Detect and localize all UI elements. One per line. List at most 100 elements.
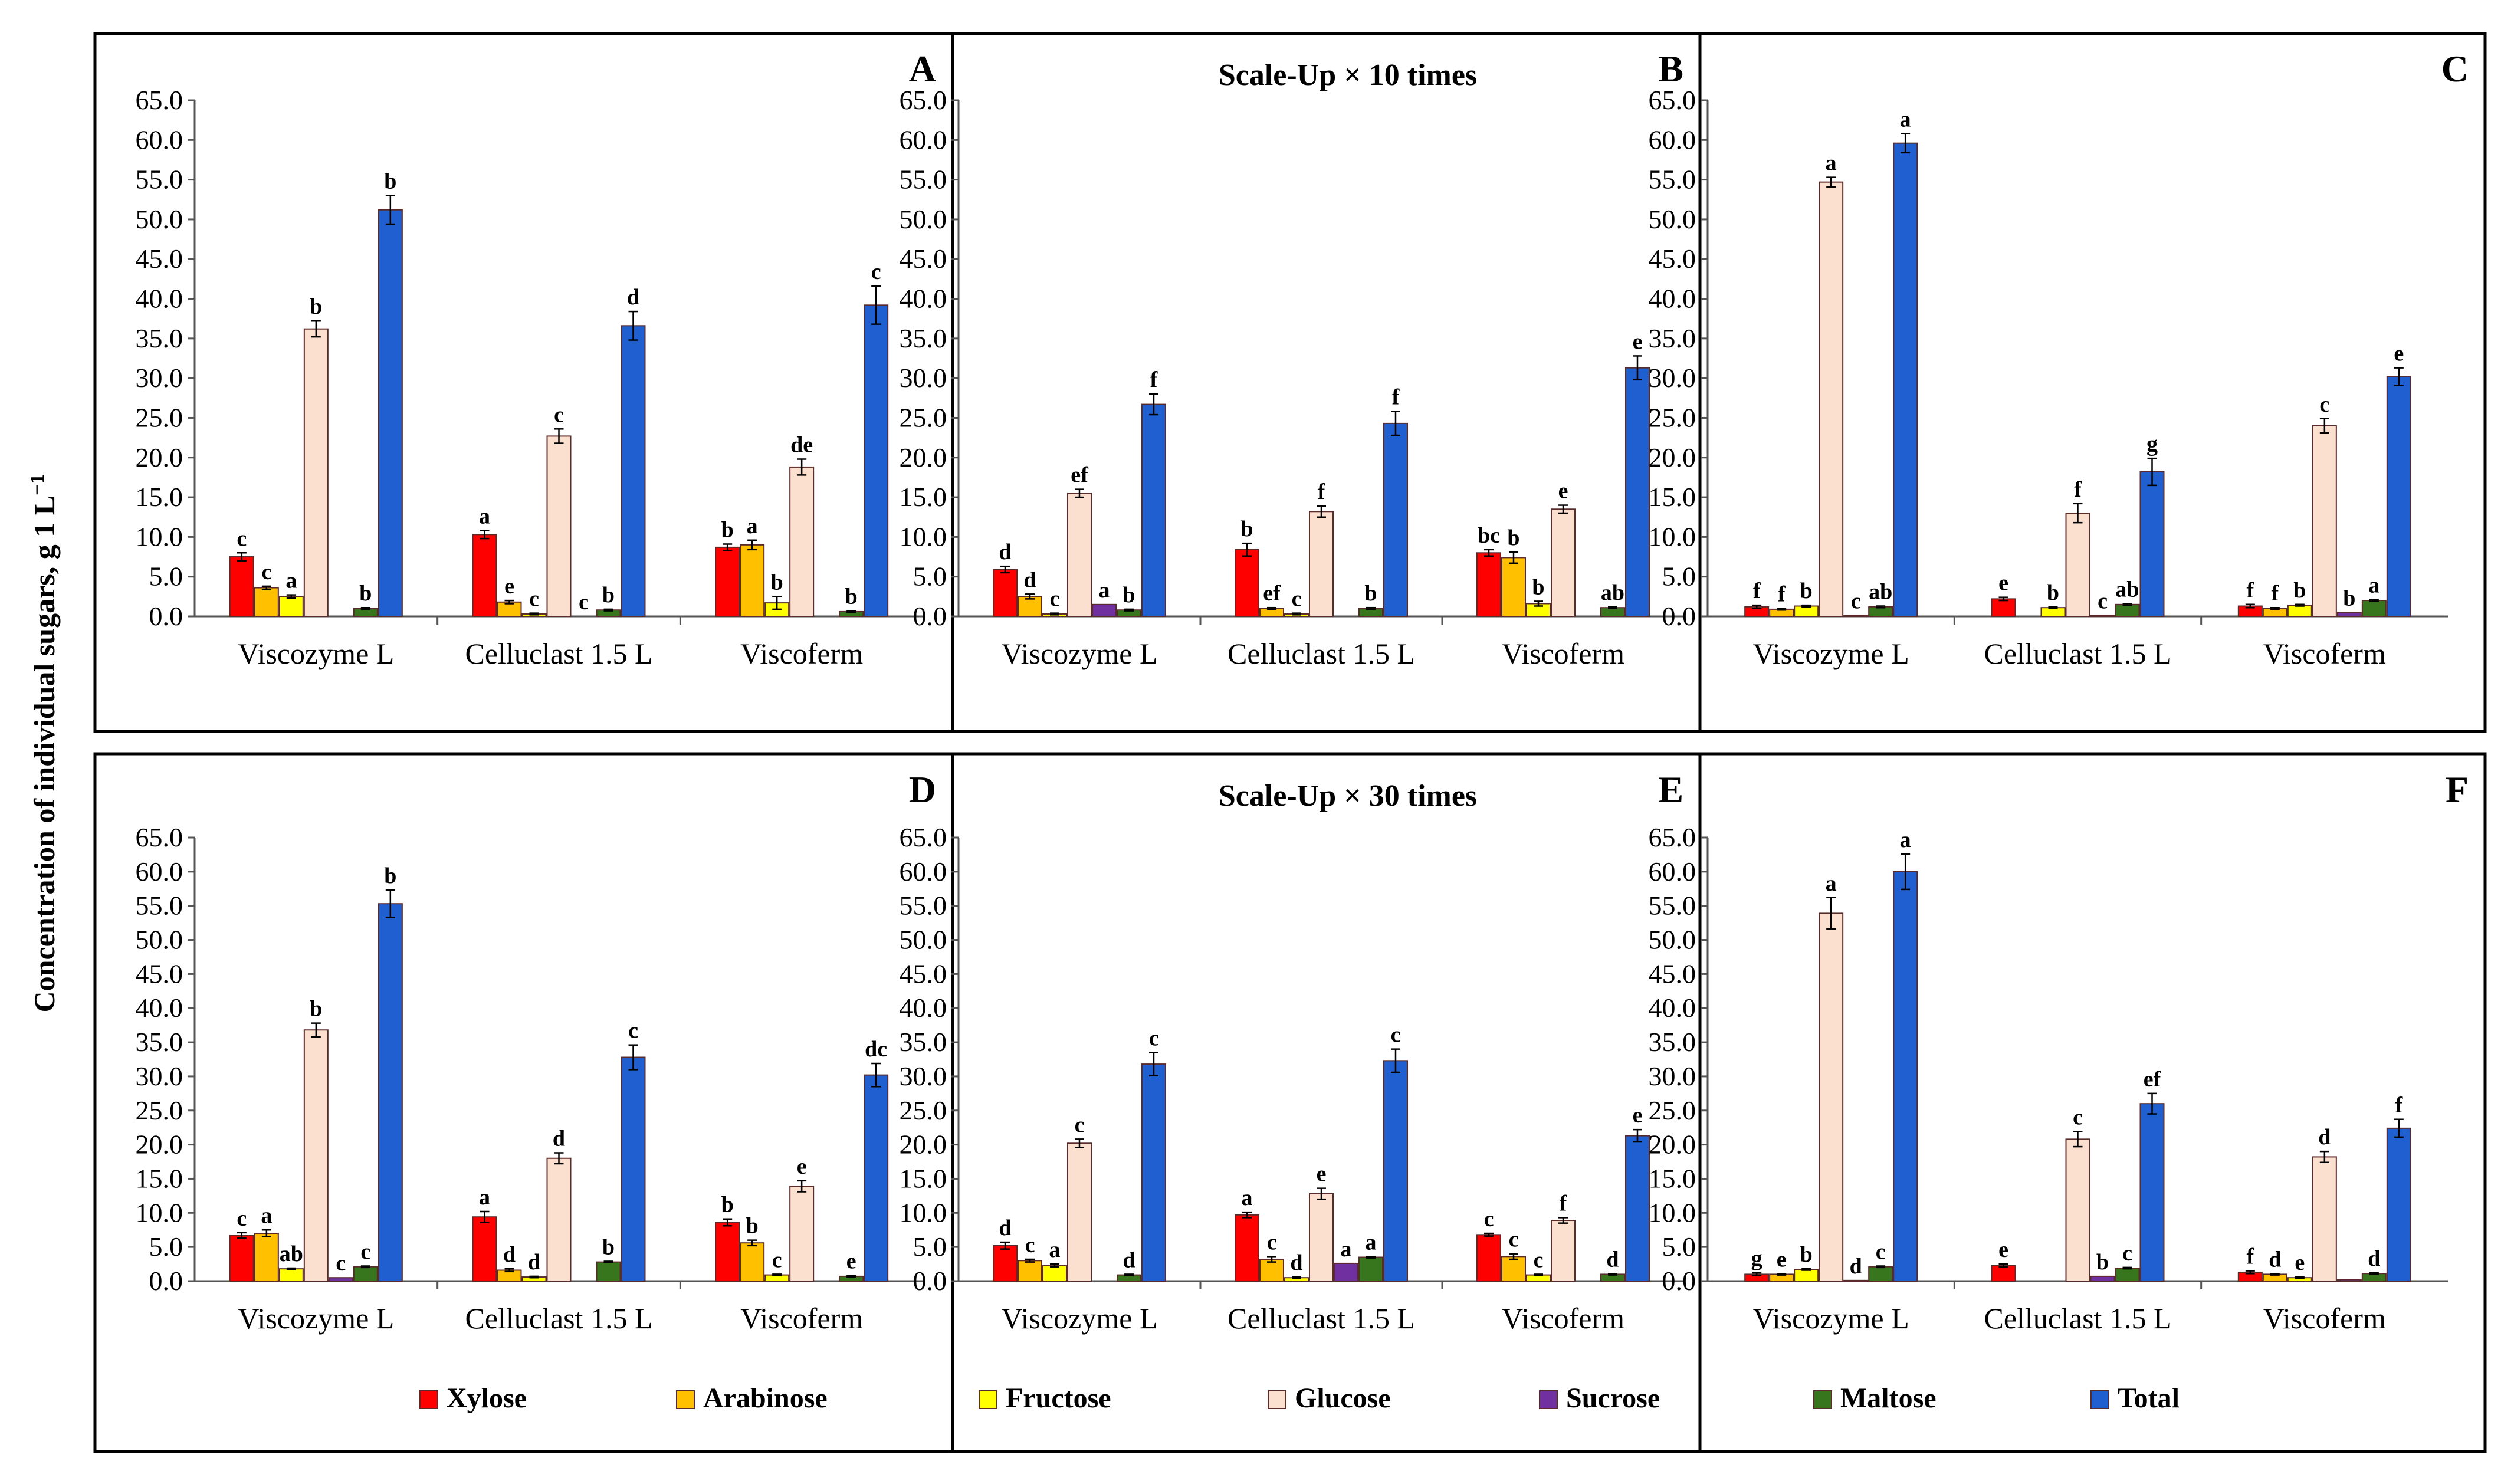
bar-glucose <box>1819 181 1844 617</box>
significance-letter: dc <box>865 1037 887 1062</box>
y-tick-label: 15.0 <box>900 482 947 512</box>
significance-letter: a <box>747 514 758 539</box>
significance-letter: ef <box>2144 1067 2162 1092</box>
bar-glucose <box>546 435 572 618</box>
category-label: Celluclast 1.5 L <box>1984 1302 2172 1335</box>
y-tick-label: 45.0 <box>136 244 183 274</box>
y-tick-label: 25.0 <box>1649 402 1696 432</box>
bar-glucose <box>1309 1193 1334 1282</box>
y-tick-label: 5.0 <box>1662 562 1696 592</box>
bar-maltose <box>2115 603 2140 618</box>
y-tick-label: 65.0 <box>900 85 947 115</box>
bar-glucose <box>2312 1156 2337 1282</box>
category-label: Viscozyme L <box>238 1302 394 1335</box>
y-tick-label: 60.0 <box>136 124 183 155</box>
bar-total <box>378 903 403 1282</box>
y-tick-label: 40.0 <box>900 993 947 1023</box>
y-tick-label: 15.0 <box>136 482 183 512</box>
y-tick-label: 50.0 <box>1649 925 1696 955</box>
significance-letter: d <box>1850 1254 1862 1279</box>
legend-swatch-maltose <box>1813 1390 1832 1409</box>
significance-letter: e <box>1558 479 1568 504</box>
significance-letter: a <box>1826 871 1837 896</box>
significance-letter: f <box>2395 1093 2404 1118</box>
y-tick-label: 15.0 <box>1649 482 1696 512</box>
y-tick-label: 20.0 <box>136 442 183 472</box>
bar-xylose <box>472 534 497 617</box>
bar-xylose <box>993 1245 1018 1282</box>
y-tick-label: 60.0 <box>1649 856 1696 887</box>
top-frame <box>93 32 2487 733</box>
y-tick-label: 15.0 <box>1649 1163 1696 1193</box>
significance-letter: ef <box>1263 581 1281 606</box>
significance-letter: c <box>237 526 247 551</box>
bar-xylose <box>1991 1265 2016 1282</box>
y-tick-label: 0.0 <box>149 601 183 631</box>
y-tick-label: 45.0 <box>900 958 947 989</box>
bar-glucose <box>303 328 329 617</box>
significance-letter: e <box>504 574 514 599</box>
significance-letter: a <box>2368 573 2379 598</box>
significance-letter: f <box>2247 578 2255 603</box>
y-tick-label: 30.0 <box>900 363 947 393</box>
y-tick-label: 55.0 <box>136 891 183 921</box>
significance-letter: b <box>310 997 322 1022</box>
significance-letter: b <box>1123 583 1135 608</box>
scale-title-top: Scale-Up × 10 times <box>1219 58 1477 92</box>
y-tick-label: 35.0 <box>136 323 183 353</box>
significance-letter: b <box>1532 574 1544 599</box>
y-tick-label: 35.0 <box>1649 323 1696 353</box>
significance-letter: d <box>2318 1125 2331 1150</box>
significance-letter: b <box>602 583 615 608</box>
significance-letter: c <box>1025 1233 1035 1258</box>
bar-arabinose <box>497 601 522 617</box>
significance-letter: c <box>1509 1227 1519 1252</box>
significance-letter: b <box>2293 578 2306 603</box>
category-label: Viscozyme L <box>1753 637 1909 670</box>
category-label: Celluclast 1.5 L <box>465 637 653 670</box>
significance-letter: c <box>1267 1230 1277 1255</box>
category-label: Viscoferm <box>2263 637 2386 670</box>
bar-fructose <box>278 596 304 617</box>
significance-letter: b <box>310 294 322 319</box>
category-label: Viscoferm <box>1502 637 1624 670</box>
significance-letter: ef <box>1071 463 1089 488</box>
significance-letter: e <box>1317 1162 1327 1187</box>
y-tick-label: 10.0 <box>136 521 183 551</box>
bar-arabinose <box>1018 596 1042 617</box>
y-tick-label: 20.0 <box>1649 442 1696 472</box>
significance-letter: a <box>1900 107 1911 132</box>
y-tick-label: 65.0 <box>1649 85 1696 115</box>
panel-letter-e: E <box>1658 769 1683 810</box>
bar-xylose <box>715 546 740 618</box>
significance-letter: e <box>2394 342 2404 366</box>
bar-maltose <box>1358 1256 1383 1282</box>
bar-total <box>2139 1103 2165 1282</box>
y-tick-label: 30.0 <box>1649 363 1696 393</box>
legend-swatch-arabinose <box>676 1390 695 1409</box>
significance-letter: f <box>1150 367 1158 392</box>
category-label: Viscozyme L <box>1002 637 1158 670</box>
y-tick-label: 50.0 <box>136 204 183 234</box>
y-axis-label-main: Concentration of individual sugars, g 1 … <box>28 495 61 1013</box>
y-tick-label: 55.0 <box>900 891 947 921</box>
bar-total <box>1625 1135 1650 1282</box>
panel-letter-a: A <box>909 48 936 90</box>
y-tick-label: 45.0 <box>1649 244 1696 274</box>
bar-arabinose <box>1018 1260 1042 1282</box>
y-tick-label: 0.0 <box>1662 601 1696 631</box>
bar-maltose <box>596 1261 621 1282</box>
y-tick-label: 20.0 <box>900 1130 947 1160</box>
bar-glucose <box>2065 513 2090 617</box>
bar-glucose <box>1067 493 1092 617</box>
y-tick-label: 60.0 <box>900 856 947 887</box>
significance-letter: c <box>2098 589 2108 614</box>
y-tick-label: 65.0 <box>900 822 947 852</box>
significance-letter: b <box>2343 586 2355 610</box>
bar-total <box>1141 403 1166 617</box>
panel-a: A 0.0 5.0 10.0 15.0 20.0 25.0 30.0 35.0 40.0 45.0 5… <box>136 48 937 670</box>
bar-total <box>621 1056 646 1282</box>
panel-c: C 0.0 5.0 10.0 15.0 20.0 25.0 30.0 35.0 40.0 45.0 5… <box>1649 48 2469 670</box>
significance-letter: c <box>579 590 589 615</box>
significance-letter: c <box>1075 1112 1085 1137</box>
